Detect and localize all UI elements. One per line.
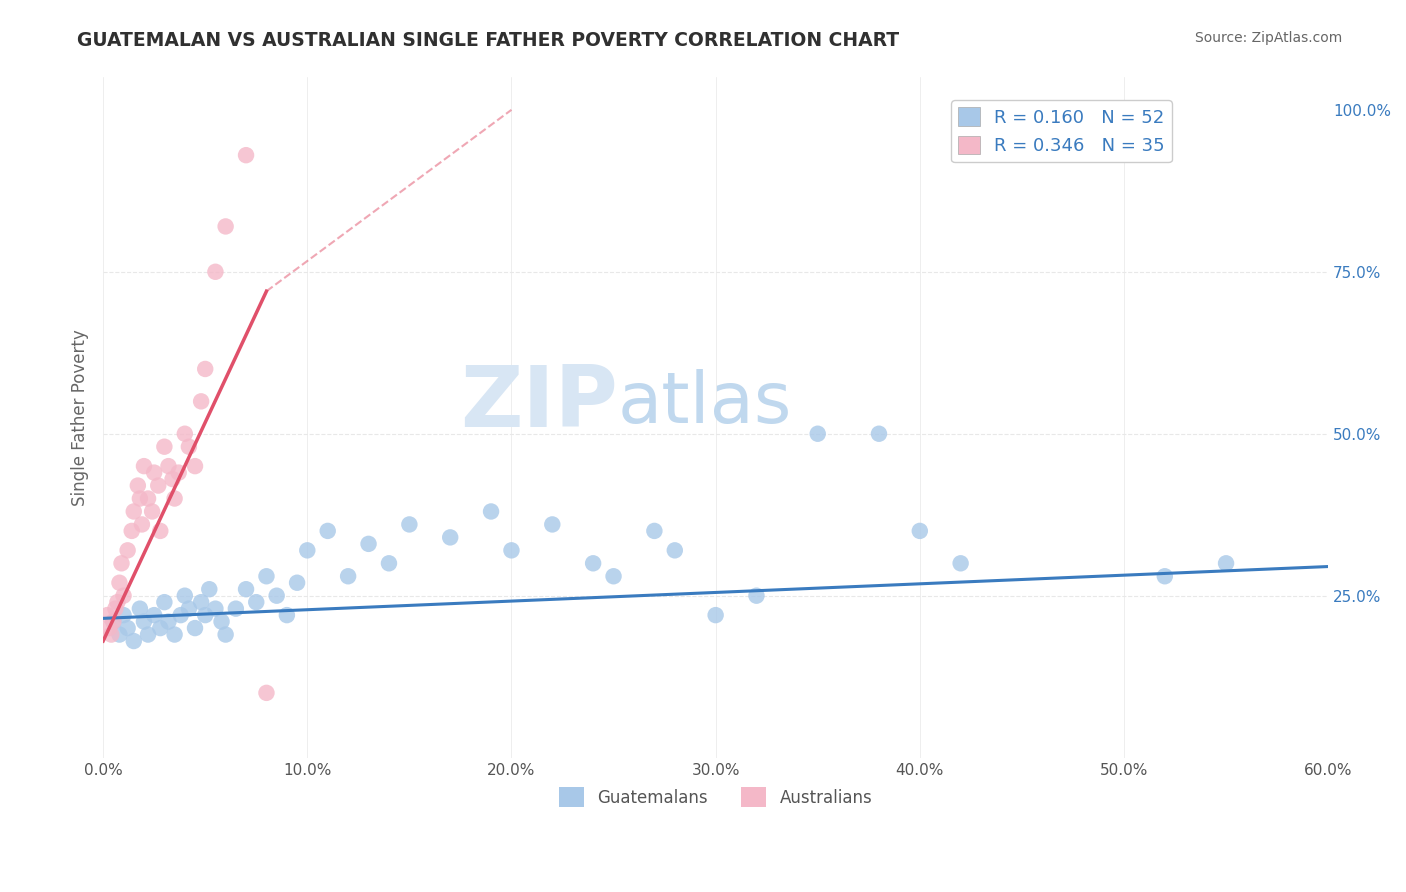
Point (184, 459, 207, 474)
Point (949, 557, 972, 571)
Legend: Guatemalans, Australians: Guatemalans, Australians (553, 780, 879, 814)
Text: ZIP: ZIP (460, 362, 617, 445)
Point (143, 466, 166, 480)
Point (177, 601, 200, 615)
Point (204, 265, 226, 279)
Point (98, 621, 121, 635)
Point (194, 608, 217, 623)
Point (128, 601, 150, 615)
Point (112, 608, 135, 623)
Point (602, 569, 624, 583)
Point (285, 575, 308, 590)
Point (132, 615, 155, 629)
Point (163, 627, 186, 641)
Point (204, 601, 226, 615)
Point (128, 491, 150, 506)
Point (157, 615, 180, 629)
Point (121, 524, 143, 538)
Point (117, 543, 139, 558)
Point (256, 569, 278, 583)
Point (141, 504, 163, 518)
Point (149, 621, 172, 635)
Point (143, 608, 166, 623)
Point (149, 524, 172, 538)
Point (184, 621, 207, 635)
Point (136, 491, 159, 506)
Point (136, 627, 159, 641)
Point (190, 394, 212, 409)
Point (439, 530, 461, 544)
Point (582, 557, 605, 571)
Point (479, 504, 502, 518)
Point (190, 595, 212, 609)
Point (357, 537, 380, 551)
Point (153, 595, 176, 609)
Point (198, 582, 221, 597)
Point (1153, 569, 1175, 583)
Point (153, 440, 176, 454)
Point (256, 686, 278, 700)
Point (107, 595, 129, 609)
Point (245, 595, 267, 609)
Text: atlas: atlas (617, 369, 792, 439)
Point (214, 627, 236, 641)
Point (745, 589, 768, 603)
Point (276, 608, 298, 623)
Point (378, 557, 401, 571)
Point (194, 362, 217, 376)
Point (100, 627, 122, 641)
Point (96, 608, 118, 623)
Point (173, 589, 195, 603)
Point (225, 601, 247, 615)
Point (297, 543, 319, 558)
Point (104, 601, 127, 615)
Point (157, 459, 180, 474)
Point (211, 615, 233, 629)
Point (108, 575, 131, 590)
Point (148, 478, 170, 492)
Point (266, 589, 288, 603)
Point (235, 582, 257, 597)
Point (132, 459, 155, 474)
Point (103, 615, 125, 629)
Point (163, 491, 186, 506)
Point (235, 148, 257, 162)
Point (214, 219, 236, 234)
Point (167, 466, 190, 480)
Point (177, 440, 200, 454)
Point (868, 426, 890, 441)
Point (112, 589, 135, 603)
Point (908, 524, 931, 538)
Point (122, 504, 145, 518)
Point (162, 472, 184, 486)
Point (501, 543, 523, 558)
Point (704, 608, 727, 623)
Point (127, 478, 149, 492)
Point (807, 426, 830, 441)
Point (173, 426, 195, 441)
Point (170, 608, 193, 623)
Y-axis label: Single Father Poverty: Single Father Poverty (72, 329, 89, 506)
Point (117, 621, 139, 635)
Point (398, 517, 420, 532)
Point (122, 634, 145, 648)
Point (131, 517, 153, 532)
Point (664, 543, 686, 558)
Point (103, 615, 125, 629)
Point (108, 627, 131, 641)
Point (110, 557, 132, 571)
Text: GUATEMALAN VS AUSTRALIAN SINGLE FATHER POVERTY CORRELATION CHART: GUATEMALAN VS AUSTRALIAN SINGLE FATHER P… (77, 31, 900, 50)
Text: Source: ZipAtlas.com: Source: ZipAtlas.com (1195, 31, 1343, 45)
Point (337, 569, 360, 583)
Point (1215, 557, 1237, 571)
Point (316, 524, 339, 538)
Point (643, 524, 665, 538)
Point (541, 517, 564, 532)
